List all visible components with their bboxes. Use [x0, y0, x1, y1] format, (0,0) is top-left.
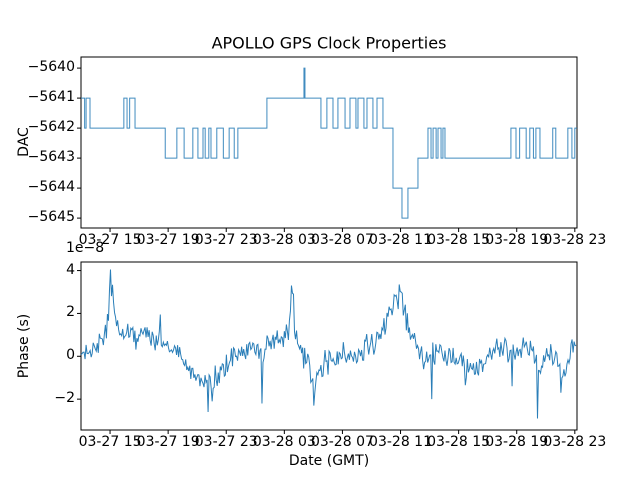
x-tick-label: 03-28 23 — [543, 232, 607, 248]
y-tick-label: −5643 — [27, 149, 75, 166]
x-tick-label: 03-27 19 — [136, 434, 200, 450]
phase-line — [80, 269, 577, 419]
x-tick-label: 03-28 07 — [310, 434, 374, 450]
x-tick-label: 03-28 19 — [485, 434, 549, 450]
x-tick-label: 03-28 07 — [310, 232, 374, 248]
x-tick-label: 03-27 15 — [78, 434, 142, 450]
y-tick-label: −5640 — [27, 59, 75, 76]
y-tick-label: −5641 — [27, 89, 75, 106]
tick-marks — [77, 67, 576, 434]
y-axis-offset-text: 1e−8 — [66, 240, 105, 256]
x-tick-label: 03-27 23 — [194, 434, 258, 450]
y-tick-label: −2 — [54, 390, 75, 407]
bottom-y-axis-label: Phase (s) — [16, 313, 32, 379]
x-tick-label: 03-27 19 — [136, 232, 200, 248]
x-axis-label: Date (GMT) — [288, 453, 370, 469]
data-series — [80, 67, 577, 419]
y-tick-label: −5642 — [27, 119, 75, 136]
x-tick-label: 03-27 15 — [78, 232, 142, 248]
top-axes-frame — [80, 56, 578, 229]
x-tick-label: 03-28 11 — [369, 434, 433, 450]
x-tick-label: 03-28 15 — [427, 434, 491, 450]
dac-step-line — [81, 67, 577, 219]
y-tick-label: 2 — [66, 304, 75, 321]
chart-title: APOLLO GPS Clock Properties — [211, 33, 447, 53]
x-tick-label: 03-28 03 — [252, 232, 316, 248]
y-tick-label: −5644 — [27, 179, 75, 196]
y-tick-label: −5645 — [27, 209, 75, 226]
x-tick-label: 03-28 03 — [252, 434, 316, 450]
x-tick-label: 03-28 23 — [543, 434, 607, 450]
bottom-axes-frame — [80, 261, 578, 431]
x-tick-label: 03-27 23 — [194, 232, 258, 248]
y-tick-label: 0 — [66, 347, 75, 364]
x-tick-label: 03-28 11 — [369, 232, 433, 248]
y-tick-label: 4 — [66, 261, 75, 278]
x-tick-label: 03-28 19 — [485, 232, 549, 248]
x-tick-label: 03-28 15 — [427, 232, 491, 248]
